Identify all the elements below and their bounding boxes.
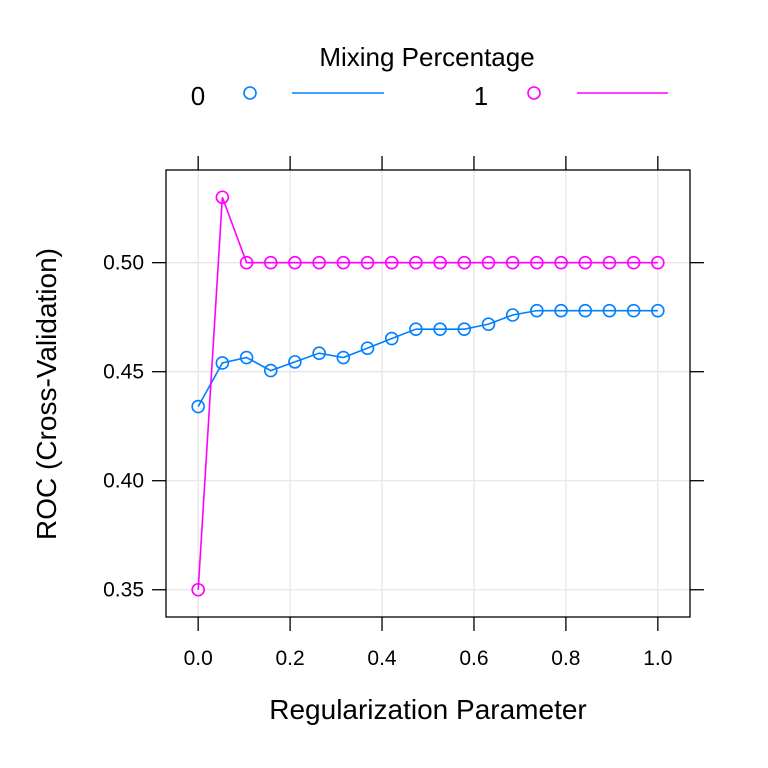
series-0-point bbox=[336, 350, 351, 365]
series-0-point bbox=[554, 303, 568, 318]
x-tick-label: 0.0 bbox=[184, 647, 213, 670]
series-1-point bbox=[263, 255, 278, 270]
legend-marker-1 bbox=[527, 86, 541, 100]
series-0-point bbox=[433, 322, 447, 336]
series-0-point bbox=[288, 355, 302, 369]
series-0-point bbox=[312, 346, 326, 360]
series-0-point bbox=[360, 341, 375, 355]
x-tick-label: 0.8 bbox=[551, 647, 580, 670]
legend-title: Mixing Percentage bbox=[319, 42, 534, 72]
series-1-point bbox=[409, 255, 423, 270]
y-tick-label: 0.45 bbox=[103, 361, 144, 384]
x-tick-label: 1.0 bbox=[643, 647, 672, 670]
legend-label-1: 1 bbox=[474, 81, 488, 111]
series-1-point bbox=[626, 255, 641, 270]
series-1-point bbox=[288, 255, 302, 270]
series-1-point bbox=[457, 255, 472, 270]
series-0-point bbox=[651, 303, 665, 318]
series-1-point bbox=[602, 255, 617, 270]
series-0-point bbox=[578, 303, 593, 318]
series-1-point bbox=[530, 255, 544, 270]
series-1-point bbox=[384, 255, 399, 270]
series-0-point bbox=[239, 350, 254, 365]
series-1-point bbox=[578, 255, 593, 270]
series-1-point bbox=[360, 255, 375, 270]
series-0-point bbox=[384, 331, 399, 346]
legend-marker-0 bbox=[243, 86, 257, 100]
series-1 bbox=[191, 190, 665, 597]
series-0-point bbox=[602, 303, 617, 318]
series-0-point bbox=[191, 399, 205, 414]
x-tick-label: 0.2 bbox=[276, 647, 305, 670]
x-tick-label: 0.6 bbox=[459, 647, 488, 670]
series-1-point bbox=[312, 255, 326, 270]
series-1-point bbox=[554, 255, 568, 270]
series-0-point bbox=[263, 363, 278, 378]
series-0-point bbox=[505, 308, 520, 322]
series-1-point bbox=[215, 190, 230, 205]
series-0-point bbox=[481, 317, 496, 331]
y-tick-label: 0.50 bbox=[103, 252, 144, 275]
axis-ticks: 0.0 0.2 0.4 0.6 0.8 1.0 0.35 0.40 0.45 0.50 bbox=[103, 156, 704, 670]
series-1-line bbox=[197, 196, 658, 590]
legend-label-0: 0 bbox=[191, 81, 205, 111]
series-1-point bbox=[239, 255, 254, 270]
data-series bbox=[191, 190, 665, 597]
x-axis-label: Regularization Parameter bbox=[269, 694, 587, 725]
y-axis-label: ROC (Cross-Validation) bbox=[31, 248, 62, 540]
series-0 bbox=[191, 303, 665, 414]
series-0-point bbox=[626, 303, 641, 318]
plot-panel-border bbox=[165, 169, 691, 618]
series-1-point bbox=[481, 255, 496, 270]
series-0-point bbox=[215, 356, 230, 370]
series-1-point bbox=[336, 255, 351, 270]
series-1-point bbox=[651, 255, 665, 270]
legend: Mixing Percentage 0 1 bbox=[191, 42, 668, 111]
y-tick-label: 0.35 bbox=[103, 579, 144, 602]
series-1-point bbox=[505, 255, 520, 270]
series-0-point bbox=[457, 322, 472, 336]
series-1-point bbox=[191, 582, 205, 597]
series-0-point bbox=[530, 303, 544, 318]
y-tick-label: 0.40 bbox=[103, 470, 144, 493]
series-0-line bbox=[197, 309, 658, 407]
series-1-point bbox=[433, 255, 447, 270]
x-tick-label: 0.4 bbox=[367, 647, 397, 670]
series-0-point bbox=[409, 322, 423, 336]
